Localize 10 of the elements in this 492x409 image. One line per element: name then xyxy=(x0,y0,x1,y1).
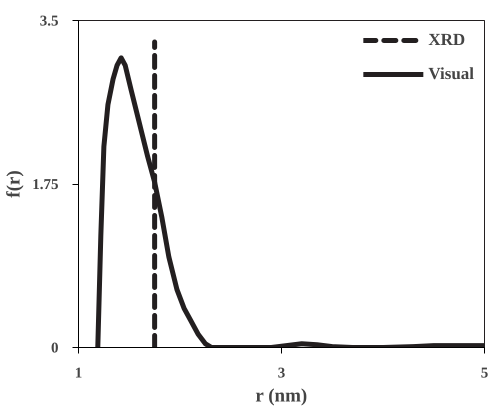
legend-label: XRD xyxy=(428,30,466,50)
x-tick-label: 5 xyxy=(480,366,488,382)
legend-label: Visual xyxy=(428,64,474,84)
y-tick-label: 3.5 xyxy=(40,14,58,30)
x-tick-label: 3 xyxy=(278,366,286,382)
y-axis-title: f(r) xyxy=(3,170,24,198)
y-tick-label: 1.75 xyxy=(32,177,58,193)
x-tick-label: 1 xyxy=(74,366,82,382)
y-tick-label: 0 xyxy=(51,340,58,356)
x-axis-title: r (nm) xyxy=(255,386,308,406)
